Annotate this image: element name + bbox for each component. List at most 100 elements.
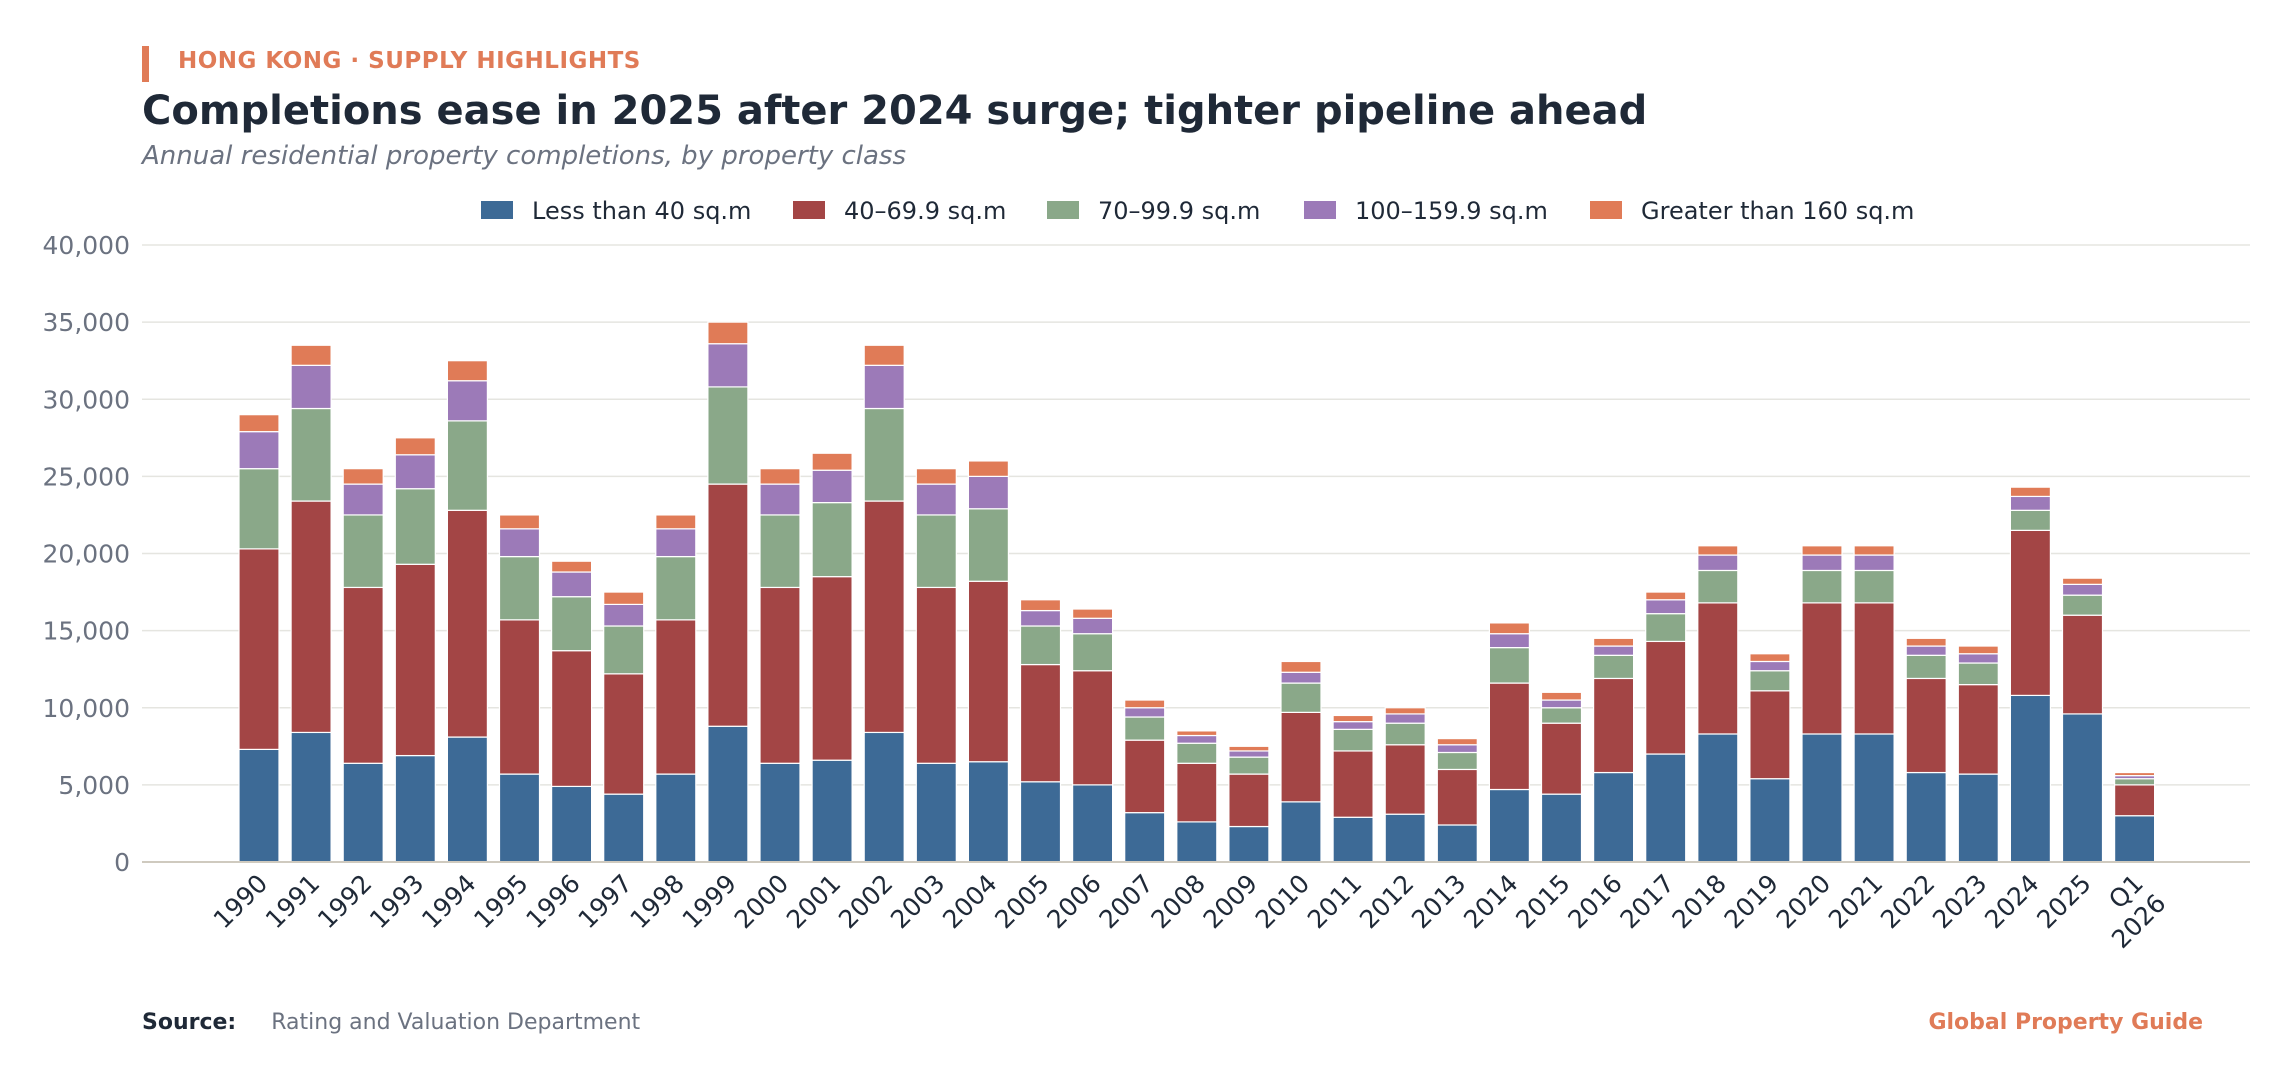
bar-segment [1957, 653, 1999, 664]
bar-segment [238, 548, 280, 750]
bar-segment [1749, 778, 1791, 863]
bar-segment [1801, 545, 1843, 556]
bar-segment [1801, 569, 1843, 604]
bar-segment [550, 785, 593, 863]
x-tick-label: 1999 [677, 869, 742, 934]
page-title: Completions ease in 2025 after 2024 surg… [142, 88, 1648, 134]
bar-segment [1801, 554, 1843, 572]
bar-segment [238, 414, 280, 433]
bar-segment [238, 468, 280, 550]
bar-segment [707, 343, 749, 388]
bar-segment [2114, 784, 2156, 817]
bar-segment [342, 514, 384, 589]
x-tick-label: 1991 [260, 869, 325, 934]
bar-segment [967, 475, 1010, 510]
bar-segment [915, 514, 957, 589]
legend-label: 40–69.9 sq.m [844, 197, 1006, 225]
bar-segment [394, 754, 436, 863]
bar-segment [1228, 773, 1270, 828]
x-tick-label: 2018 [1667, 869, 1732, 934]
bar-segment [290, 500, 332, 734]
bar-segment [2009, 694, 2052, 863]
bar-segment [2114, 778, 2156, 786]
bar-segment [707, 321, 749, 345]
bar-segment [915, 468, 957, 485]
x-tick-label: 1996 [520, 869, 585, 934]
legend-swatch [481, 201, 513, 219]
bar-segment [498, 514, 541, 530]
bar-segment [759, 514, 801, 589]
bar-segment [915, 483, 957, 516]
bar-segment [1592, 645, 1635, 656]
bar-segment [811, 576, 853, 761]
bar-segment [1853, 554, 1895, 572]
bar-segment [655, 773, 697, 863]
y-tick-label: 30,000 [43, 385, 130, 414]
bar-segment [811, 452, 853, 471]
bar-segment [1280, 660, 1322, 673]
bar-segment [394, 488, 436, 565]
x-tick-label: 2024 [1979, 869, 2044, 934]
x-tick-label: 2009 [1198, 869, 1263, 934]
bar-segment [1332, 721, 1374, 730]
bar-segment [707, 483, 749, 727]
bar-segment [2061, 577, 2104, 585]
bar-segment [1645, 599, 1687, 615]
source-note: Source: Rating and Valuation Department [142, 1010, 640, 1035]
x-tick-label: 1997 [572, 869, 637, 934]
bar-segment [1540, 793, 1583, 863]
bar-segment [863, 407, 905, 502]
bar-segment [394, 437, 436, 456]
y-tick-label: 25,000 [43, 462, 130, 491]
x-tick-label: Q12026 [2085, 867, 2172, 954]
bar-segment [1957, 645, 1999, 655]
bar-segment [1019, 781, 1062, 863]
y-tick-label: 20,000 [43, 540, 130, 569]
bar-segment [863, 731, 905, 863]
bar-segment [1645, 591, 1687, 601]
x-tick-label: 2002 [833, 869, 898, 934]
bar-segment [446, 380, 488, 422]
bar-segment [655, 555, 697, 621]
x-tick-label: 1995 [468, 869, 533, 934]
bar-segment [1749, 653, 1791, 663]
bar-segment [342, 762, 384, 863]
x-tick-label: 1994 [416, 869, 481, 934]
bar-segment [1488, 682, 1531, 791]
bar-segment [1488, 622, 1531, 635]
bar-segment [238, 748, 280, 863]
bar-segment [446, 509, 488, 738]
bar-segment [1488, 646, 1531, 684]
bar-segment [1592, 771, 1635, 863]
bar-segment [2114, 815, 2156, 863]
bar-segment [1645, 640, 1687, 755]
legend-label: Less than 40 sq.m [532, 197, 751, 225]
source-label: Source: [142, 1010, 237, 1035]
x-tick-label: 2004 [937, 869, 1002, 934]
bar-segment [707, 725, 749, 863]
bar-segment [1332, 816, 1374, 863]
y-tick-label: 10,000 [43, 694, 130, 723]
bar-segment [1905, 771, 1947, 863]
bar-segment [342, 483, 384, 516]
bar-segment [1749, 660, 1791, 672]
bar-segment [1697, 554, 1739, 572]
bar-segment [1905, 654, 1947, 680]
source-text: Rating and Valuation Department [271, 1010, 641, 1035]
bar-segment [498, 619, 541, 775]
bar-segment [1071, 633, 1114, 672]
bar-segment [967, 580, 1010, 763]
bar-segment [1071, 617, 1114, 635]
bar-segment [1436, 751, 1478, 771]
bar-segment [603, 591, 645, 606]
bar-segment [550, 650, 593, 788]
bar-segment [603, 625, 645, 675]
x-tick-label: 2020 [1771, 869, 1836, 934]
x-tick-label: 2021 [1823, 869, 1888, 934]
bar-segment [2061, 594, 2104, 616]
bar-segment [498, 555, 541, 621]
bar-segment [1592, 677, 1635, 774]
bar-segment [550, 560, 593, 573]
bar-segment [1332, 750, 1374, 818]
x-tick-label: 2001 [781, 869, 846, 934]
